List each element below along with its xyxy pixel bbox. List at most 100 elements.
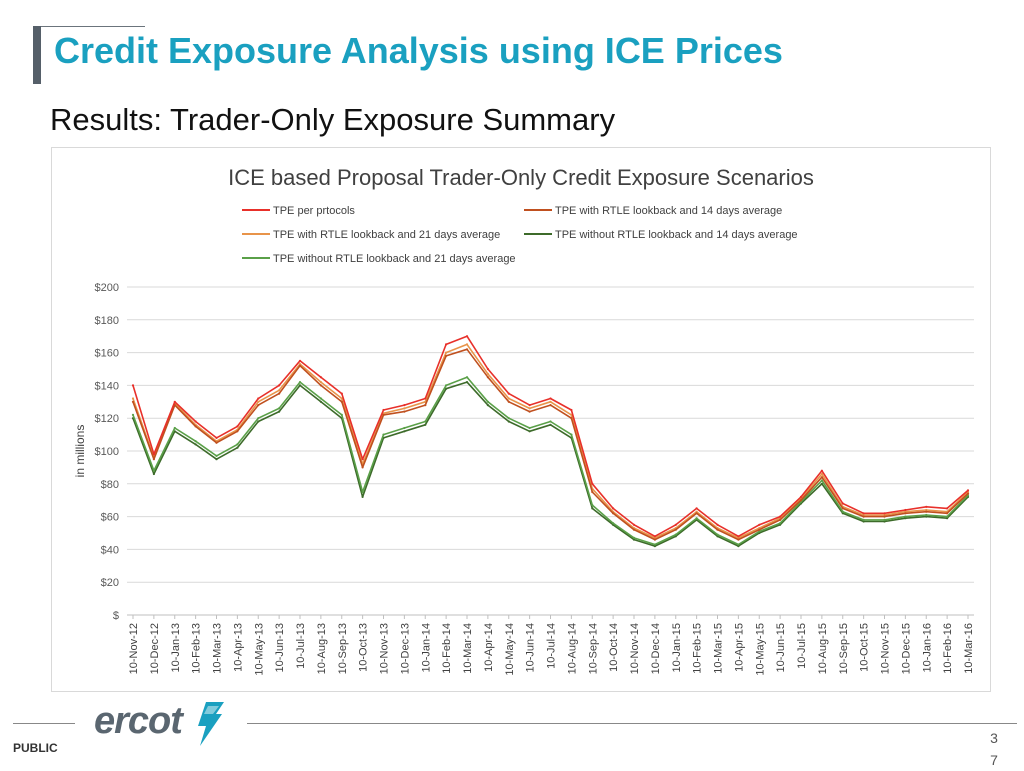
x-tick-label: 10-Oct-15	[859, 623, 871, 672]
series-point	[653, 545, 657, 548]
series-point	[862, 512, 865, 515]
x-tick-label: 10-Aug-15	[817, 623, 829, 674]
series-point	[570, 417, 573, 420]
series-point	[403, 426, 406, 430]
series-point	[570, 408, 573, 412]
series-point	[298, 384, 302, 387]
series-point	[486, 400, 489, 403]
x-tick-label: 10-Oct-14	[608, 623, 620, 672]
series-point	[632, 536, 636, 539]
series-point	[674, 533, 677, 536]
series-point	[257, 420, 260, 423]
series-point	[925, 508, 928, 512]
series-point	[653, 536, 657, 539]
series-point	[591, 507, 594, 510]
series-point	[403, 410, 406, 413]
x-tick-label: 10-May-13	[253, 623, 265, 676]
series-point	[278, 407, 281, 410]
series-point	[340, 400, 343, 403]
series-point	[361, 495, 364, 498]
series-point	[966, 492, 970, 495]
series-point	[716, 523, 719, 526]
series-point	[278, 410, 281, 413]
series-point	[716, 535, 719, 538]
series-point	[152, 458, 155, 461]
legend-label: TPE without RTLE lookback and 21 days av…	[273, 253, 516, 265]
x-tick-label: 10-Jul-13	[295, 623, 307, 669]
legend-label: TPE with RTLE lookback and 14 days avera…	[555, 205, 782, 217]
series-point	[445, 343, 448, 346]
x-tick-label: 10-Dec-13	[399, 623, 411, 674]
series-point	[445, 387, 448, 390]
y-tick-label: $60	[101, 512, 119, 524]
y-tick-label: $180	[95, 315, 119, 327]
series-point	[925, 505, 928, 508]
series-point	[549, 420, 552, 423]
series-point	[319, 376, 322, 379]
footer-divider-left	[13, 723, 75, 724]
series-point	[925, 515, 928, 518]
series-point	[465, 335, 469, 338]
series-point	[194, 440, 197, 443]
series-point	[507, 397, 510, 400]
x-tick-label: 10-Apr-15	[733, 623, 745, 672]
title-accent-bar	[33, 26, 41, 84]
series-point	[382, 408, 385, 412]
series-point	[445, 384, 448, 387]
x-tick-label: 10-May-15	[754, 623, 766, 676]
series-point	[946, 515, 949, 518]
footer-divider-right	[247, 723, 1017, 724]
series-point	[403, 407, 406, 410]
series-point	[946, 507, 949, 510]
series-point	[632, 523, 636, 526]
series-point	[131, 400, 135, 403]
series-point	[194, 425, 197, 428]
series-point	[131, 384, 135, 387]
series-point	[298, 363, 302, 366]
x-tick-label: 10-Sep-15	[838, 623, 850, 674]
legend-label: TPE without RTLE lookback and 14 days av…	[555, 229, 798, 241]
series-point	[507, 417, 510, 420]
series-point	[841, 510, 844, 513]
slide-subtitle: Results: Trader-Only Exposure Summary	[50, 102, 616, 137]
series-point	[904, 515, 907, 518]
series-point	[883, 515, 886, 518]
series-point	[737, 538, 740, 541]
series-point	[465, 343, 469, 346]
x-tick-label: 10-Mar-13	[212, 623, 224, 674]
x-tick-label: 10-May-14	[504, 623, 516, 676]
title-accent-line	[41, 26, 145, 27]
series-point	[361, 466, 364, 469]
x-tick-label: 10-Nov-14	[629, 623, 641, 674]
logo-wordmark: ercot	[94, 700, 183, 742]
y-tick-label: $140	[95, 380, 119, 392]
series-point	[695, 510, 698, 513]
y-tick-label: $100	[95, 446, 119, 458]
x-tick-label: 10-Mar-15	[713, 623, 725, 674]
y-axis-label: in millions	[73, 425, 87, 478]
x-tick-label: 10-Aug-14	[566, 623, 578, 674]
x-tick-label: 10-Jan-16	[921, 623, 933, 673]
series-point	[674, 535, 677, 538]
series-point	[591, 482, 594, 485]
chart-frame: ICE based Proposal Trader-Only Credit Ex…	[51, 147, 991, 692]
series-point	[236, 425, 239, 428]
series-point	[737, 535, 740, 538]
series-point	[779, 518, 782, 521]
x-tick-label: 10-Jun-15	[775, 623, 787, 673]
page-number: 3 7	[988, 727, 1000, 771]
legend-label: TPE per prtocols	[273, 205, 355, 217]
series-point	[716, 528, 719, 531]
series-point	[298, 364, 302, 367]
series-point	[904, 508, 907, 512]
series-point	[403, 404, 406, 407]
series-point	[737, 536, 740, 539]
x-tick-label: 10-Dec-14	[650, 623, 662, 674]
series-point	[257, 400, 260, 403]
y-tick-label: $	[113, 610, 119, 622]
series-point	[319, 384, 322, 387]
x-tick-label: 10-Apr-14	[483, 623, 495, 672]
series-point	[925, 513, 928, 517]
series-point	[278, 384, 281, 387]
series-point	[486, 372, 489, 375]
